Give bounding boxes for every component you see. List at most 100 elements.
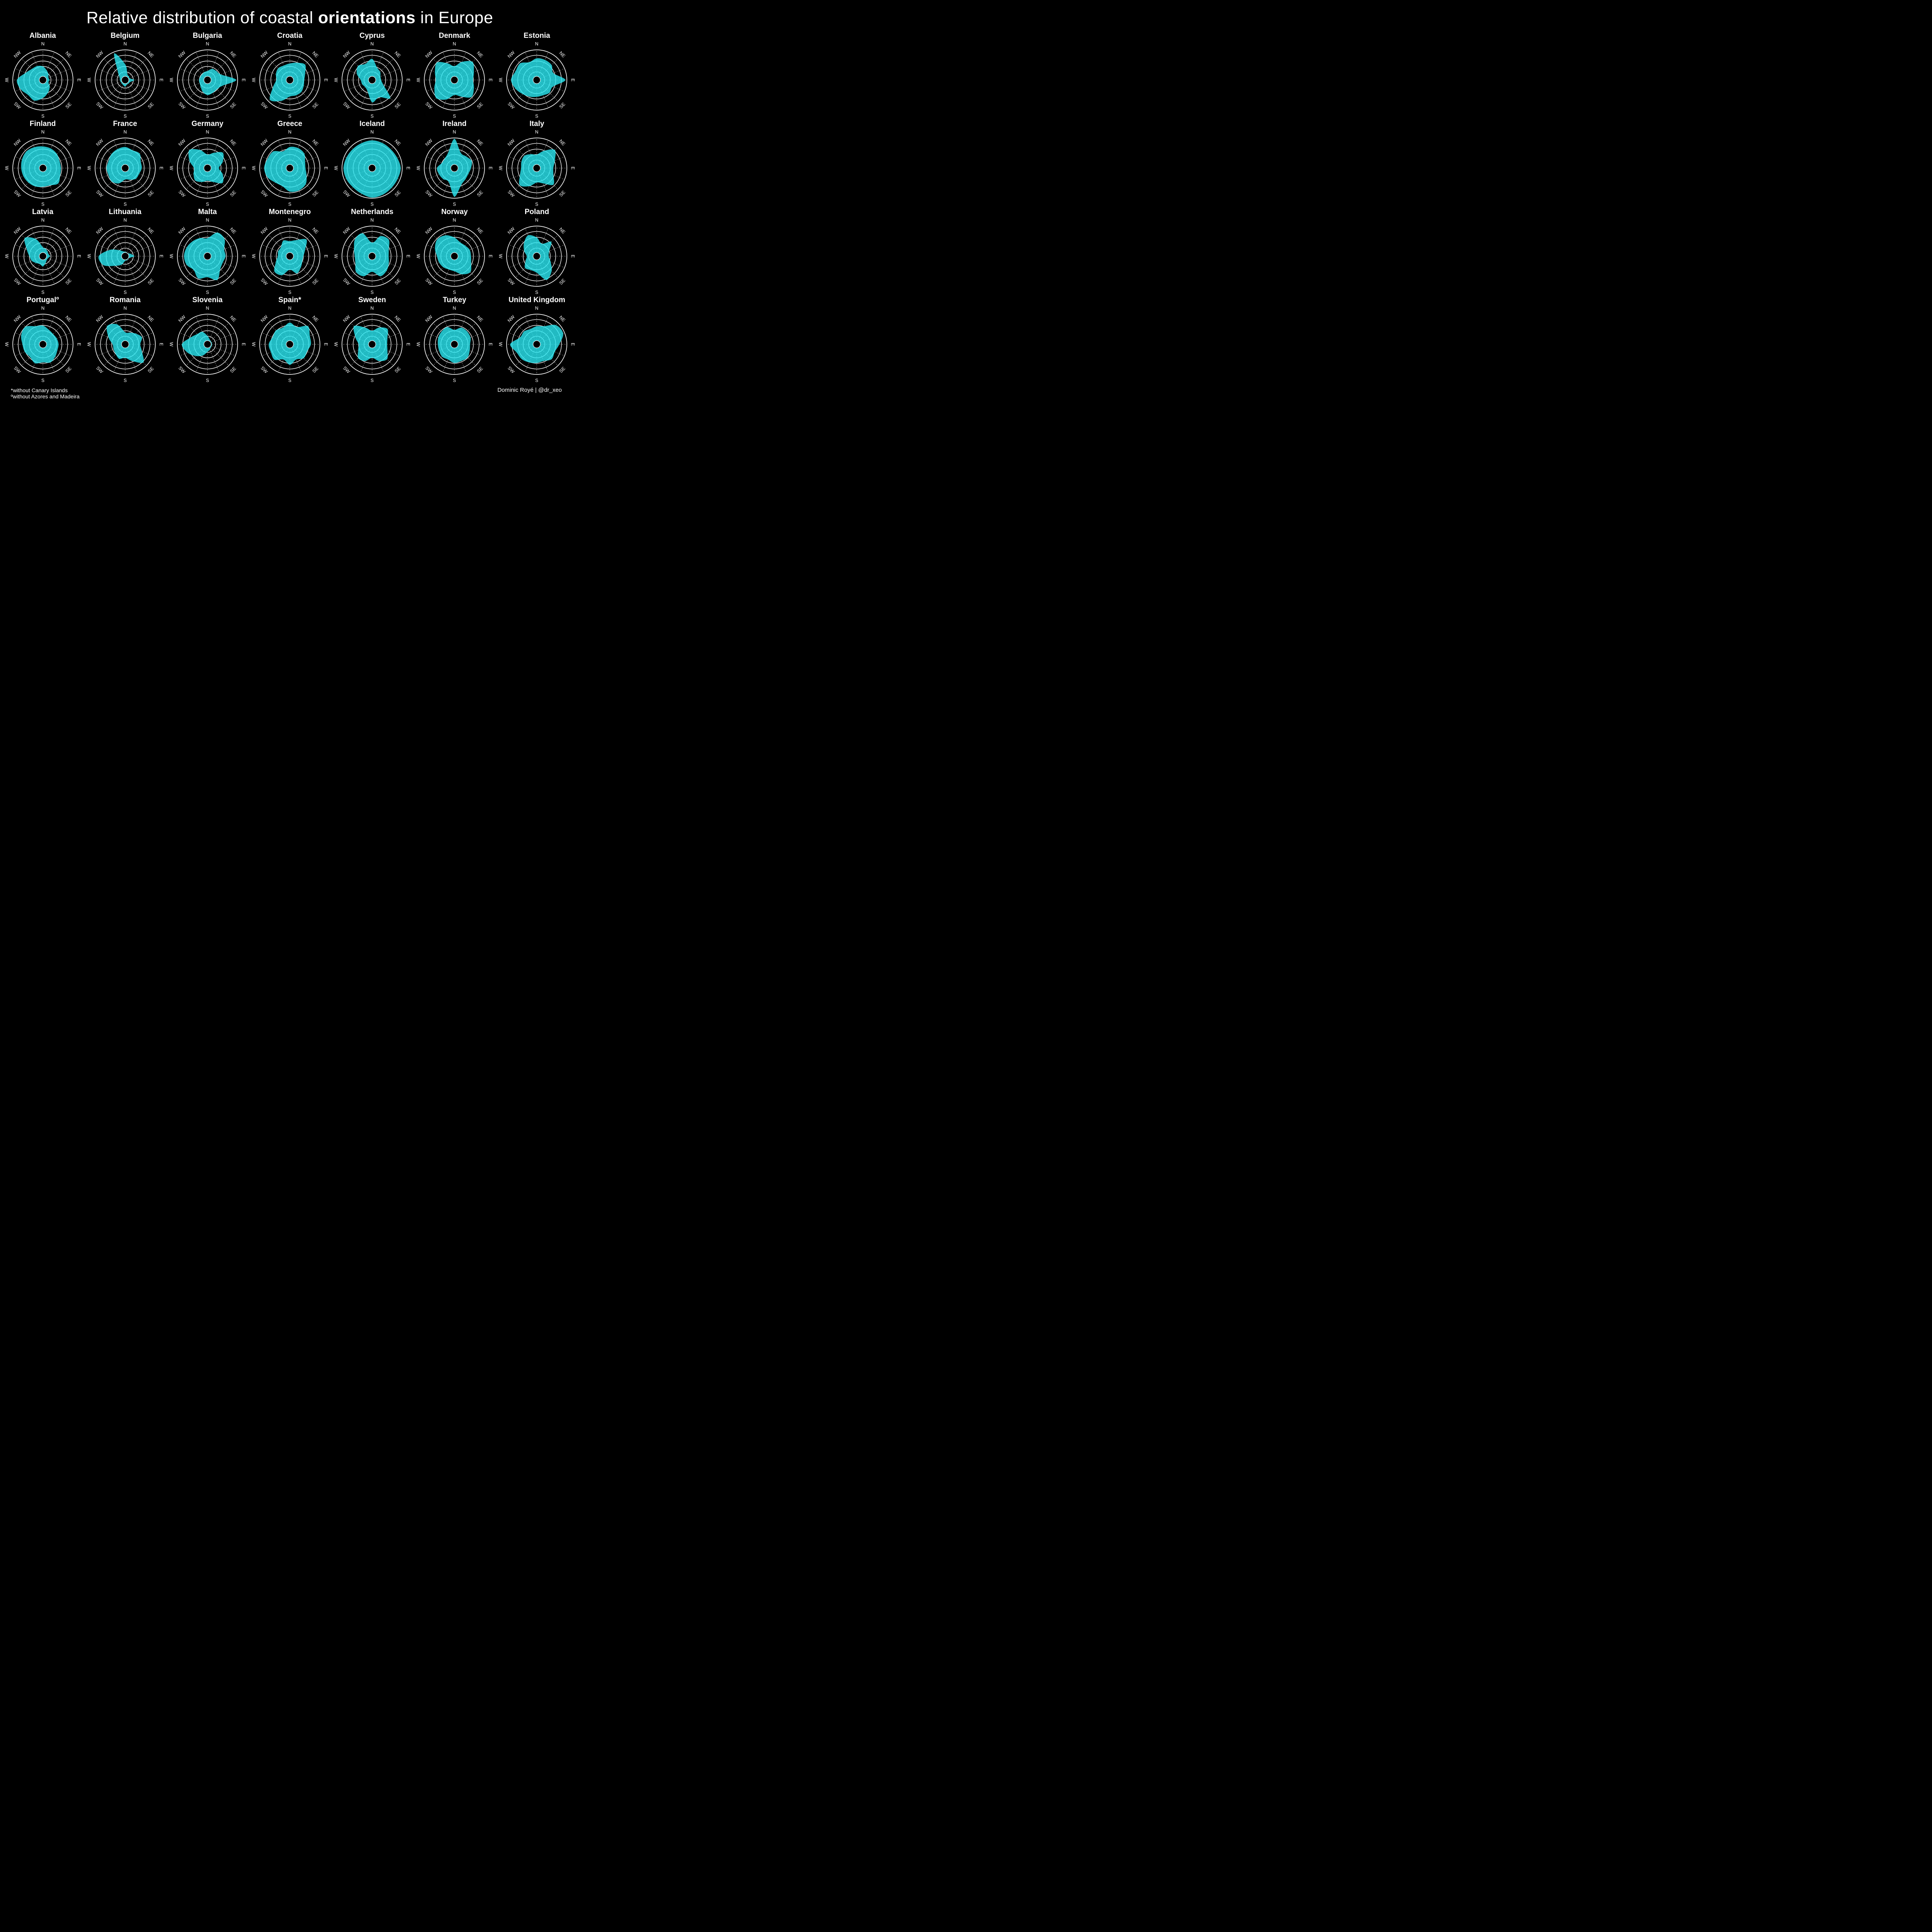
spoke-line <box>15 332 39 343</box>
spoke-line <box>128 146 147 165</box>
spoke-line <box>456 228 466 253</box>
spoke-line <box>293 259 311 278</box>
direction-label-E: E <box>241 78 246 82</box>
spoke-line <box>210 58 229 77</box>
spoke-line <box>126 316 137 341</box>
spoke-line <box>211 68 236 79</box>
spoke-line <box>44 140 54 165</box>
rose-plot: N NE E SE S SW W NW <box>251 41 328 119</box>
rose-chart: Turkey N NE E SE S SW W NW <box>413 296 496 384</box>
country-label: Slovenia <box>192 296 223 304</box>
spoke-line <box>15 257 39 268</box>
spoke-line <box>126 172 137 196</box>
spoke-line <box>293 58 311 77</box>
direction-label-E: E <box>406 343 411 346</box>
center-hole <box>121 340 129 348</box>
spoke-line <box>540 156 565 167</box>
spoke-line <box>540 81 565 92</box>
rose-plot: N NE E SE S SW W NW <box>416 41 493 119</box>
spoke-line <box>457 83 476 102</box>
direction-label-NE: NE <box>311 315 320 323</box>
spoke-line <box>262 169 286 180</box>
spoke-line <box>268 171 287 190</box>
spoke-line <box>538 172 549 196</box>
direction-label-SW: SW <box>424 277 434 286</box>
spoke-line <box>525 316 536 341</box>
spoke-line <box>97 345 122 356</box>
grid-ring <box>424 314 485 375</box>
spoke-line <box>104 323 122 342</box>
rose-chart: Estonia N NE E SE S SW W NW <box>496 31 578 119</box>
spoke-line <box>31 348 41 372</box>
spoke-line <box>15 68 39 79</box>
direction-label-NE: NE <box>64 50 73 59</box>
grid-ring <box>12 49 73 111</box>
grid-ring <box>517 237 556 276</box>
spoke-line <box>210 146 229 165</box>
density-shape <box>199 69 236 95</box>
direction-label-W: W <box>333 254 339 259</box>
direction-label-N: N <box>535 129 539 135</box>
spoke-line <box>539 171 558 190</box>
center-hole <box>451 252 459 260</box>
spoke-line <box>97 244 122 255</box>
spoke-line <box>129 257 153 268</box>
spoke-line <box>186 347 205 366</box>
title-suffix: in Europe <box>415 9 493 27</box>
direction-label-SW: SW <box>342 365 351 374</box>
direction-label-NE: NE <box>393 50 402 59</box>
grid-ring <box>347 319 397 369</box>
direction-label-SE: SE <box>558 189 566 197</box>
direction-label-NW: NW <box>177 314 187 323</box>
direction-label-S: S <box>535 290 538 295</box>
grid-ring <box>100 143 150 193</box>
spoke-line <box>196 83 206 108</box>
spoke-line <box>540 169 565 180</box>
spoke-line <box>457 323 476 342</box>
spoke-line <box>186 323 205 342</box>
spoke-line <box>509 244 533 255</box>
direction-label-SE: SE <box>64 366 72 374</box>
spoke-line <box>515 323 534 342</box>
direction-label-S: S <box>288 290 291 295</box>
rose-chart: Denmark N NE E SE S SW W NW <box>413 31 496 119</box>
spoke-line <box>44 348 54 372</box>
spoke-line <box>128 83 147 102</box>
direction-label-SE: SE <box>476 189 484 197</box>
spoke-line <box>262 244 286 255</box>
country-label: Norway <box>441 208 468 216</box>
direction-label-NW: NW <box>342 226 352 235</box>
country-label: Italy <box>529 120 544 128</box>
spoke-line <box>211 169 236 180</box>
spoke-line <box>443 83 453 108</box>
spoke-line <box>278 348 289 372</box>
direction-label-S: S <box>288 202 291 207</box>
direction-label-NE: NE <box>558 138 567 147</box>
footnote-azores: ºwithout Azores and Madeira <box>11 393 80 400</box>
center-hole <box>203 340 211 348</box>
spoke-line <box>45 235 64 253</box>
grid-ring <box>188 149 227 187</box>
spoke-line <box>291 172 302 196</box>
spoke-line <box>373 228 384 253</box>
spoke-line <box>44 316 54 341</box>
spoke-line <box>21 323 40 342</box>
spoke-line <box>44 52 54 77</box>
direction-label-S: S <box>41 378 44 383</box>
center-hole <box>368 252 376 260</box>
center-hole <box>368 164 376 172</box>
spoke-line <box>509 68 533 79</box>
direction-label-E: E <box>488 167 493 170</box>
spoke-line <box>515 58 534 77</box>
spoke-line <box>350 259 370 278</box>
direction-label-NE: NE <box>476 315 485 323</box>
spoke-line <box>375 259 394 278</box>
direction-label-W: W <box>333 166 339 170</box>
grid-ring <box>506 138 568 199</box>
spoke-line <box>538 348 549 372</box>
spoke-line <box>525 83 536 108</box>
spoke-line <box>196 140 206 165</box>
spoke-line <box>538 228 549 253</box>
grid-ring <box>512 143 562 193</box>
grid-ring <box>517 149 556 187</box>
